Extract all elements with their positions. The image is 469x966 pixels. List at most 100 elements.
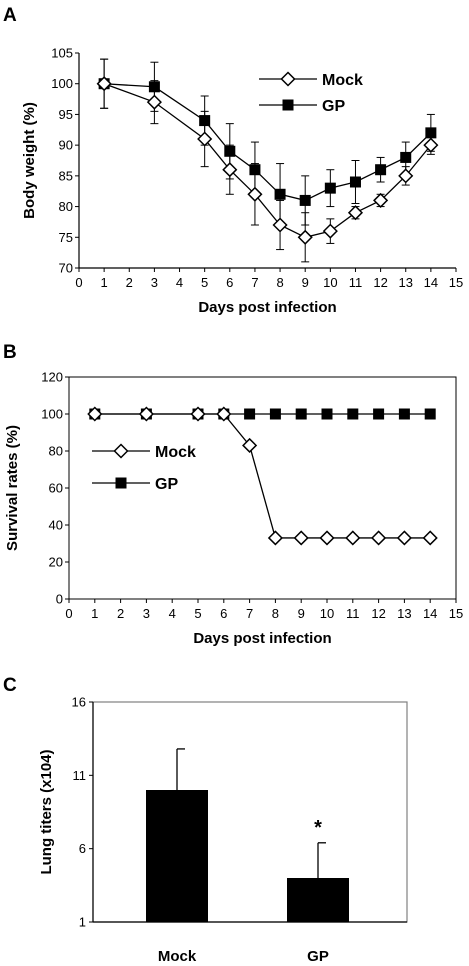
y-tick-label: 90 <box>59 138 73 153</box>
x-category-label: Mock <box>158 948 197 965</box>
x-tick-label: 14 <box>424 275 438 290</box>
data-point-mock <box>146 94 162 110</box>
significance-asterisk: * <box>314 817 322 839</box>
y-tick-label: 80 <box>49 444 63 459</box>
legend-label: Mock <box>322 72 363 89</box>
y-tick-label: 16 <box>72 695 86 710</box>
legend-label: Mock <box>155 444 196 461</box>
y-tick-label: 100 <box>41 407 63 422</box>
data-point-mock <box>247 186 263 202</box>
y-tick-label: 11 <box>73 768 87 783</box>
data-point-mock <box>87 406 103 422</box>
plot-frame <box>92 701 408 923</box>
data-point-gp <box>400 151 412 163</box>
data-point-gp <box>373 408 385 420</box>
x-tick-label: 1 <box>101 275 108 290</box>
data-point-mock <box>396 530 412 546</box>
x-tick-label: 10 <box>323 275 337 290</box>
legend-item-mock: Mock <box>259 71 363 89</box>
legend-marker <box>113 443 129 459</box>
legend-label: GP <box>155 476 178 493</box>
data-point-mock <box>138 406 154 422</box>
y-tick-label: 80 <box>59 199 73 214</box>
data-point-mock <box>190 406 206 422</box>
x-category-label: GP <box>307 948 329 965</box>
data-point-gp <box>321 408 333 420</box>
y-tick-label: 85 <box>59 168 73 183</box>
data-point-mock <box>222 162 238 178</box>
x-tick-label: 13 <box>397 606 411 621</box>
series-line-mock <box>94 413 431 539</box>
legend-item-gp: GP <box>259 98 345 115</box>
y-tick-label: 60 <box>49 481 63 496</box>
x-tick-label: 12 <box>373 275 387 290</box>
x-tick-label: 5 <box>194 606 201 621</box>
x-tick-label: 4 <box>176 275 183 290</box>
data-point-gp <box>299 194 311 206</box>
y-tick-label: 20 <box>49 555 63 570</box>
series-line-mock <box>103 83 432 238</box>
x-tick-label: 11 <box>346 606 360 621</box>
legend-item-mock: Mock <box>92 443 196 461</box>
data-point-gp <box>324 182 336 194</box>
data-point-mock <box>216 406 232 422</box>
x-tick-label: 9 <box>302 275 309 290</box>
bar-gp <box>287 878 349 922</box>
y-tick-label: 1 <box>79 915 86 930</box>
x-tick-label: 5 <box>201 275 208 290</box>
data-point-mock <box>373 192 389 208</box>
data-point-gp <box>199 115 211 127</box>
data-point-gp <box>295 408 307 420</box>
x-tick-label: 0 <box>65 606 72 621</box>
data-point-gp <box>398 408 410 420</box>
x-tick-label: 15 <box>449 275 463 290</box>
data-point-gp <box>249 164 261 176</box>
x-tick-label: 3 <box>151 275 158 290</box>
x-tick-label: 6 <box>226 275 233 290</box>
y-tick-label: 0 <box>56 592 63 607</box>
data-point-gp <box>347 408 359 420</box>
x-tick-label: 7 <box>251 275 258 290</box>
x-tick-label: 13 <box>398 275 412 290</box>
data-point-mock <box>297 229 313 245</box>
y-tick-label: 120 <box>41 370 63 385</box>
panel-letter: C <box>3 675 17 696</box>
y-tick-label: 75 <box>59 230 73 245</box>
y-tick-label: 40 <box>49 518 63 533</box>
y-tick-label: 70 <box>59 261 73 276</box>
data-point-mock <box>422 530 438 546</box>
data-point-mock <box>242 437 258 454</box>
legend-item-gp: GP <box>92 476 178 493</box>
data-point-mock <box>267 530 283 546</box>
x-axis-title: Days post infection <box>193 630 331 647</box>
x-axis-title: Days post infection <box>198 299 336 316</box>
y-tick-label: 6 <box>79 841 86 856</box>
y-axis-title: Lung titers (x104) <box>38 749 55 874</box>
data-point-mock <box>371 530 387 546</box>
data-point-mock <box>345 530 361 546</box>
panel-letter: A <box>3 5 17 26</box>
x-tick-label: 15 <box>449 606 463 621</box>
x-tick-label: 8 <box>272 606 279 621</box>
y-axis-title: Body weight (%) <box>21 102 38 219</box>
x-tick-label: 9 <box>298 606 305 621</box>
x-tick-label: 2 <box>126 275 133 290</box>
x-tick-label: 0 <box>75 275 82 290</box>
y-tick-label: 105 <box>51 46 73 61</box>
y-tick-label: 95 <box>59 107 73 122</box>
data-point-gp <box>424 408 436 420</box>
data-point-mock <box>319 530 335 546</box>
legend-marker <box>115 477 127 489</box>
data-point-gp <box>375 164 387 176</box>
x-tick-label: 2 <box>117 606 124 621</box>
x-tick-label: 6 <box>220 606 227 621</box>
legend-marker <box>280 71 296 87</box>
data-point-gp <box>148 81 160 93</box>
x-tick-label: 7 <box>246 606 253 621</box>
panel-letter: B <box>3 342 17 363</box>
data-point-mock <box>197 131 213 147</box>
